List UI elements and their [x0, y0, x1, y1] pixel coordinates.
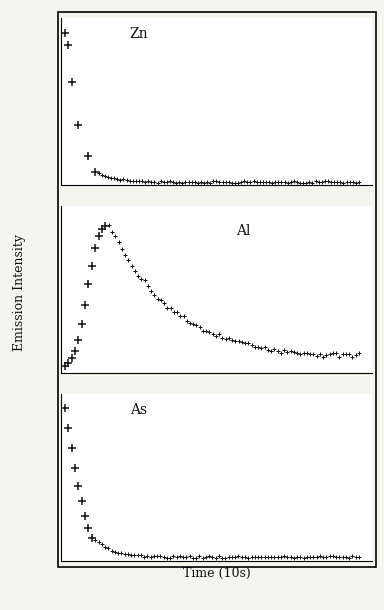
- Text: Al: Al: [236, 224, 250, 238]
- Text: Zn: Zn: [130, 27, 149, 41]
- Text: Emission Intensity: Emission Intensity: [13, 234, 26, 351]
- Text: As: As: [130, 403, 147, 417]
- X-axis label: Time (10s): Time (10s): [183, 567, 251, 580]
